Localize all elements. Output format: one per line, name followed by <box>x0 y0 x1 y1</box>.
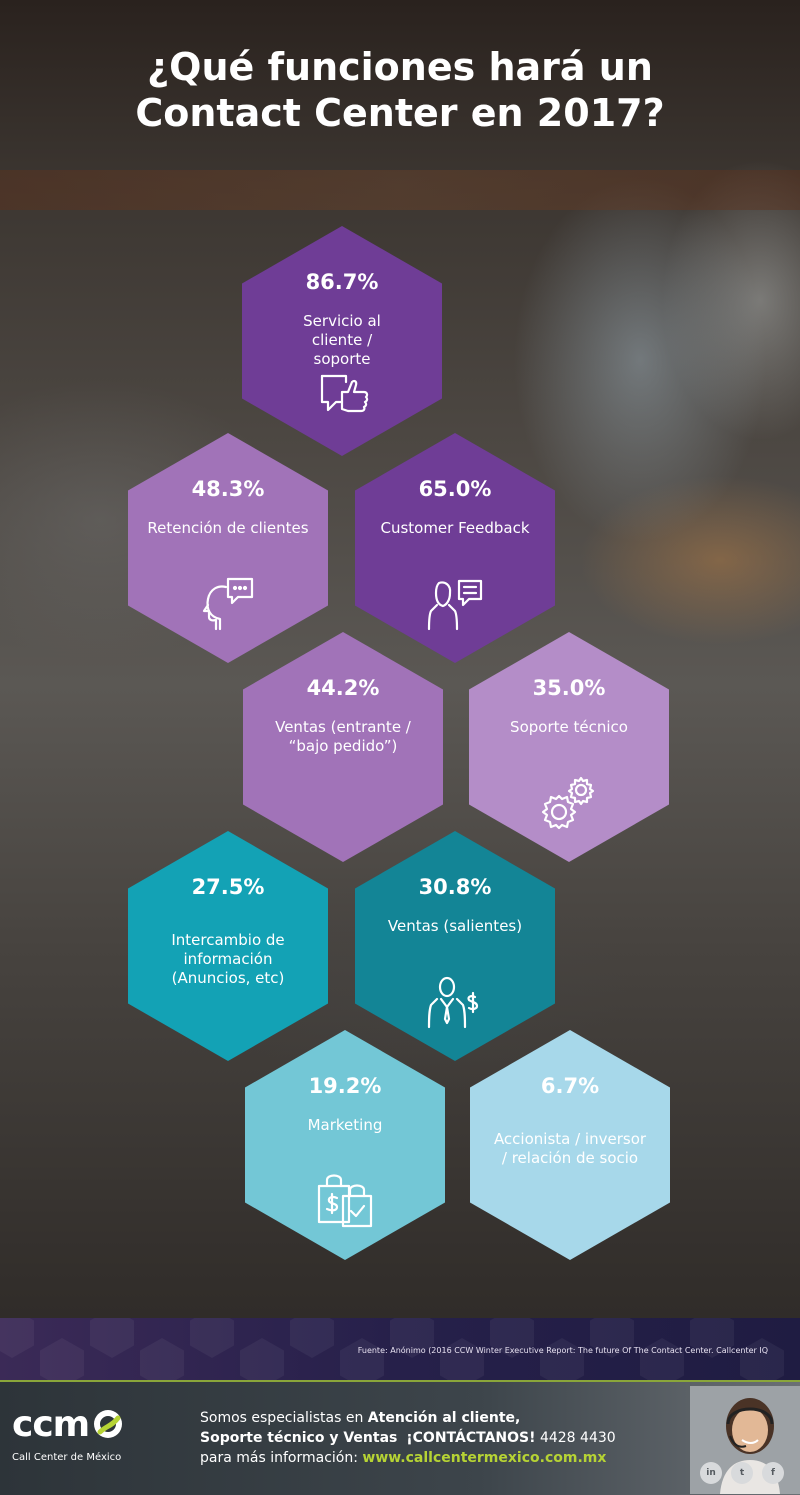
facebook-icon[interactable]: f <box>762 1462 784 1484</box>
title-line-1: ¿Qué funciones hará un <box>147 45 653 89</box>
hex-percent: 30.8% <box>418 875 492 899</box>
ccm-logo-mark <box>94 1410 122 1438</box>
source-band: Fuente: Anónimo (2016 CCW Winter Executi… <box>0 1318 800 1380</box>
footer-text: para más información: <box>200 1450 363 1466</box>
band-hex-decoration <box>290 1318 334 1358</box>
band-hex-decoration <box>90 1318 134 1358</box>
infographic-title: ¿Qué funciones hará un Contact Center en… <box>0 44 800 136</box>
footer-bold-text: Atención al cliente, <box>367 1410 521 1426</box>
hex-label: Soporte técnico <box>510 718 628 736</box>
thumbs-up-chat-icon <box>312 366 372 426</box>
band-hex-decoration <box>540 1338 584 1380</box>
hex-label: Retención de clientes <box>147 519 309 537</box>
website-link[interactable]: www.callcentermexico.com.mx <box>362 1450 607 1466</box>
hex-label: Marketing <box>307 1116 383 1134</box>
shopping-bags-icon <box>315 1170 375 1230</box>
contact-call-to-action: ¡CONTÁCTANOS! <box>406 1430 536 1446</box>
hex-percent: 44.2% <box>306 676 380 700</box>
band-hex-decoration <box>340 1338 384 1380</box>
source-citation: Fuente: Anónimo (2016 CCW Winter Executi… <box>357 1346 768 1355</box>
hex-percent: 48.3% <box>191 477 265 501</box>
band-hex-decoration <box>440 1338 484 1380</box>
band-hex-decoration <box>0 1318 34 1358</box>
hex-label: Ventas (entrante / “bajo pedido”) <box>275 718 411 755</box>
band-hex-decoration <box>640 1338 684 1380</box>
logo-subtitle: Call Center de México <box>12 1452 122 1463</box>
hex-percent: 35.0% <box>532 676 606 700</box>
footer-line-2: Soporte técnico y Ventas ¡CONTÁCTANOS! 4… <box>200 1430 616 1446</box>
head-speech-icon <box>198 573 258 633</box>
band-hex-decoration <box>140 1338 184 1380</box>
band-hex-decoration <box>40 1338 84 1380</box>
hex-servicio-al-cliente: 86.7% Servicio al cliente / soporte <box>242 226 442 456</box>
salesman-dollar-icon <box>425 971 485 1031</box>
footer-bold-text: Soporte técnico y Ventas <box>200 1430 398 1446</box>
title-line-2: Contact Center en 2017? <box>135 91 665 135</box>
band-hex-decoration <box>190 1318 234 1358</box>
hex-label: Customer Feedback <box>380 519 530 537</box>
person-message-icon <box>425 573 485 633</box>
hex-label: Servicio al cliente / soporte <box>303 312 381 368</box>
hex-percent: 86.7% <box>305 270 379 294</box>
background-beam <box>0 170 800 210</box>
hex-label: Accionista / inversor / relación de soci… <box>493 1130 647 1167</box>
ccm-logo: ccm <box>12 1404 90 1445</box>
hex-percent: 27.5% <box>191 875 265 899</box>
hex-percent: 19.2% <box>308 1074 382 1098</box>
hex-accionista: 6.7% Accionista / inversor / relación de… <box>470 1030 670 1260</box>
band-hex-decoration <box>740 1338 784 1380</box>
footer-line-3: para más información: www.callcentermexi… <box>200 1450 606 1466</box>
footer-line-1: Somos especialistas en Atención al clien… <box>200 1410 520 1426</box>
hex-percent: 65.0% <box>418 477 492 501</box>
footer: ccm Call Center de México Somos especial… <box>0 1380 800 1495</box>
band-hex-decoration <box>240 1338 284 1380</box>
hex-marketing: 19.2% Marketing <box>245 1030 445 1260</box>
linkedin-icon[interactable]: in <box>700 1462 722 1484</box>
phone-number[interactable]: 4428 4430 <box>539 1430 616 1446</box>
hex-label: Intercambio de información (Anuncios, et… <box>171 931 285 987</box>
twitter-icon[interactable]: t <box>731 1462 753 1484</box>
footer-text: Somos especialistas en <box>200 1410 368 1426</box>
gears-icon <box>539 772 599 832</box>
hex-percent: 6.7% <box>540 1074 600 1098</box>
hex-label: Ventas (salientes) <box>387 917 523 935</box>
